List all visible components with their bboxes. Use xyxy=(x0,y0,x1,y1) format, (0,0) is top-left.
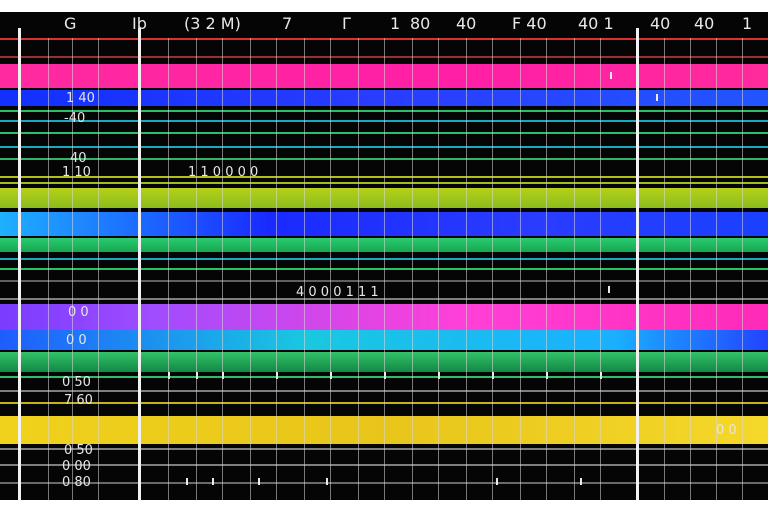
tick-mark xyxy=(326,478,328,485)
grid-line xyxy=(690,38,691,500)
grid-line xyxy=(574,38,575,500)
row-label: 0 50 xyxy=(62,375,91,390)
grid-line xyxy=(492,38,493,500)
row-label: 7 60 xyxy=(64,393,93,408)
grid-line xyxy=(546,38,547,500)
row-label: 0 00 xyxy=(62,459,91,474)
tick-mark xyxy=(656,94,658,101)
signal-panel: G Ib (3 2 M) 7 Г 1 80 40 F 40 40 1 40 40… xyxy=(0,12,768,500)
tick-mark xyxy=(276,372,278,379)
grid-line xyxy=(196,38,197,500)
tick-mark xyxy=(212,478,214,485)
row-label: 0 0 xyxy=(66,333,87,348)
row-label: 0 50 xyxy=(64,443,93,458)
tick-mark xyxy=(546,372,548,379)
tick-mark xyxy=(600,372,602,379)
tick-mark xyxy=(196,372,198,379)
grid-line xyxy=(438,38,439,500)
tick-mark xyxy=(384,372,386,379)
header-label: 80 xyxy=(410,14,431,33)
row-label: 1 10 xyxy=(62,165,91,180)
inline-label: 1 1 0 0 0 0 xyxy=(188,165,259,180)
tick-mark xyxy=(258,478,260,485)
grid-line xyxy=(466,38,467,500)
grid-line xyxy=(276,38,277,500)
tick-mark xyxy=(186,478,188,485)
left-rail xyxy=(18,28,21,500)
header-label: Г xyxy=(342,14,352,33)
header-label: 1 xyxy=(390,14,401,33)
row-label: 40 xyxy=(70,151,87,166)
header-label: F 40 xyxy=(512,14,547,33)
header-label: 40 xyxy=(456,14,477,33)
tick-mark xyxy=(168,372,170,379)
tick-mark xyxy=(608,286,610,293)
grid-line xyxy=(600,38,601,500)
row-label: -40 xyxy=(64,111,86,126)
grid-line xyxy=(412,38,413,500)
header-label: 7 xyxy=(282,14,293,33)
tick-mark xyxy=(438,372,440,379)
tick-mark xyxy=(222,372,224,379)
grid-line xyxy=(72,38,73,500)
tick-mark xyxy=(330,372,332,379)
header-label: 40 1 xyxy=(578,14,614,33)
header-label: G xyxy=(64,14,77,33)
grid-line xyxy=(168,38,169,500)
grid-line xyxy=(742,38,743,500)
header-label: 1 xyxy=(742,14,753,33)
grid-line xyxy=(358,38,359,500)
right-rail xyxy=(636,28,639,500)
grid-line xyxy=(384,38,385,500)
tick-mark xyxy=(580,478,582,485)
header-label: 40 xyxy=(650,14,671,33)
tick-mark xyxy=(496,478,498,485)
row-label: 1 40 xyxy=(66,91,95,106)
tick-mark xyxy=(610,72,612,79)
row-label: 0 80 xyxy=(62,475,91,490)
inline-label: 4 0 0 0 1 1 1 xyxy=(296,285,379,300)
inline-label: 0 0 xyxy=(716,423,737,438)
tick-mark xyxy=(492,372,494,379)
grid-line xyxy=(98,38,99,500)
row-label: 0 0 xyxy=(68,305,89,320)
grid-line xyxy=(520,38,521,500)
grid-line xyxy=(330,38,331,500)
grid-line xyxy=(222,38,223,500)
divider-rail xyxy=(138,28,141,500)
grid-line xyxy=(48,38,49,500)
grid-line xyxy=(250,38,251,500)
grid-line xyxy=(716,38,717,500)
grid-line xyxy=(304,38,305,500)
header-label: 40 xyxy=(694,14,715,33)
header-label: (3 2 M) xyxy=(184,14,241,33)
header-label: Ib xyxy=(132,14,147,33)
grid-line xyxy=(664,38,665,500)
